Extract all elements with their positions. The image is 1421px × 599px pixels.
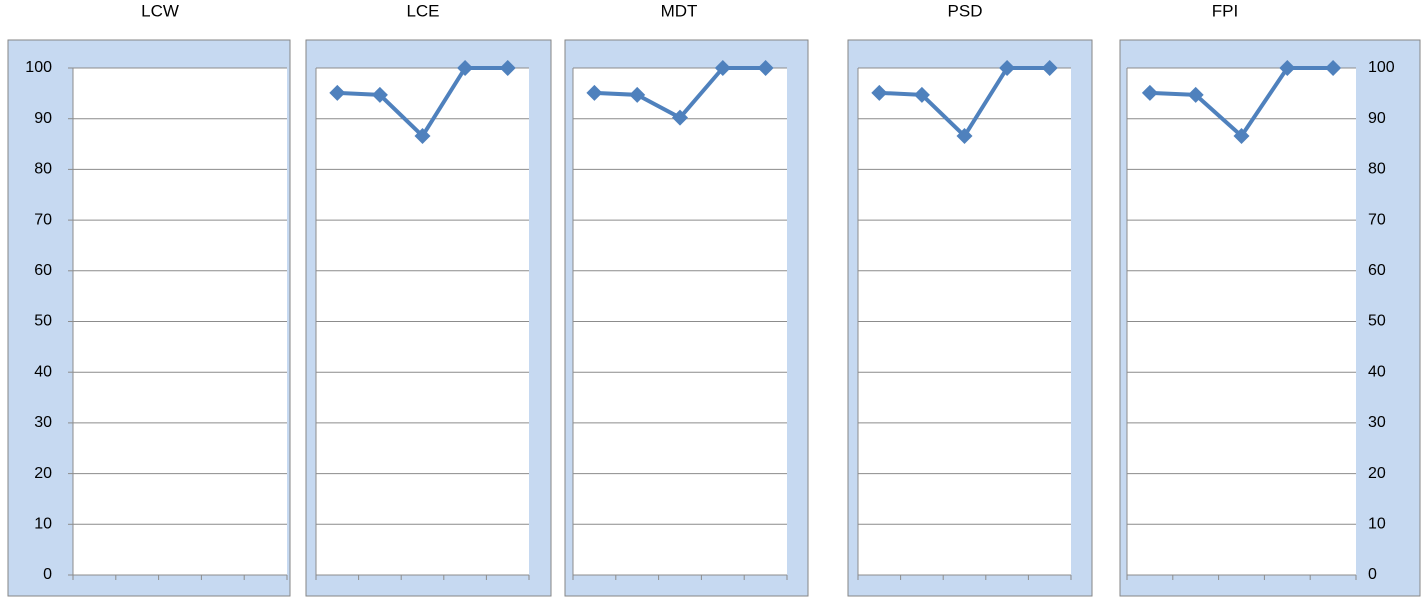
chart-title: MDT [661,1,698,20]
data-point [714,60,731,76]
y-tick-label: 100 [25,59,52,76]
y-tick-label: 10 [1368,516,1386,533]
data-point [371,86,388,103]
data-point [629,86,646,103]
y-tick-label: 50 [34,313,52,330]
data-point [757,60,774,76]
data-point [586,84,603,101]
data-point [1279,60,1296,76]
y-tick-label: 100 [1368,59,1395,76]
data-point [499,60,516,76]
y-tick-label: 10 [34,516,52,533]
data-point [1233,127,1250,144]
y-tick-label: 60 [34,262,52,279]
data-point [871,84,888,101]
chart-panel: MDT [564,1,809,597]
chart-title: FPI [1212,1,1238,20]
data-point [1041,60,1058,76]
chart-title: LCE [406,1,439,20]
chart-panel: FPI 0 10 20 30 40 50 60 70 80 90 100 [1119,1,1421,597]
data-point [956,127,973,144]
data-point [672,109,688,126]
y-tick-label: 20 [1368,465,1386,482]
chart-title: LCW [141,1,179,20]
chart-title: PSD [948,1,983,20]
y-tick-label: 90 [1368,110,1386,127]
data-point [414,127,431,144]
y-tick-label: 50 [1368,313,1386,330]
data-point [457,60,474,76]
y-tick-label: 0 [1368,566,1377,583]
data-point [999,60,1016,76]
data-point [1325,60,1342,76]
data-point [329,84,346,101]
y-tick-label: 80 [34,161,52,178]
y-tick-label: 90 [34,110,52,127]
y-tick-label: 40 [34,363,52,380]
chart-panel: PSD [847,1,1093,597]
data-point [1141,84,1158,101]
y-tick-label: 20 [34,465,52,482]
y-tick-label: 0 [43,566,52,583]
data-point [1187,86,1204,103]
chart-panel: LCW 0 10 20 30 40 50 60 70 80 90 100 [7,1,291,597]
y-tick-label: 30 [1368,414,1386,431]
y-tick-label: 30 [34,414,52,431]
chart-panel: LCE [305,1,552,597]
y-tick-label: 70 [1368,211,1386,228]
data-point [913,86,930,103]
y-tick-label: 60 [1368,262,1386,279]
y-tick-label: 70 [34,211,52,228]
y-tick-label: 80 [1368,161,1386,178]
y-tick-label: 40 [1368,363,1386,380]
